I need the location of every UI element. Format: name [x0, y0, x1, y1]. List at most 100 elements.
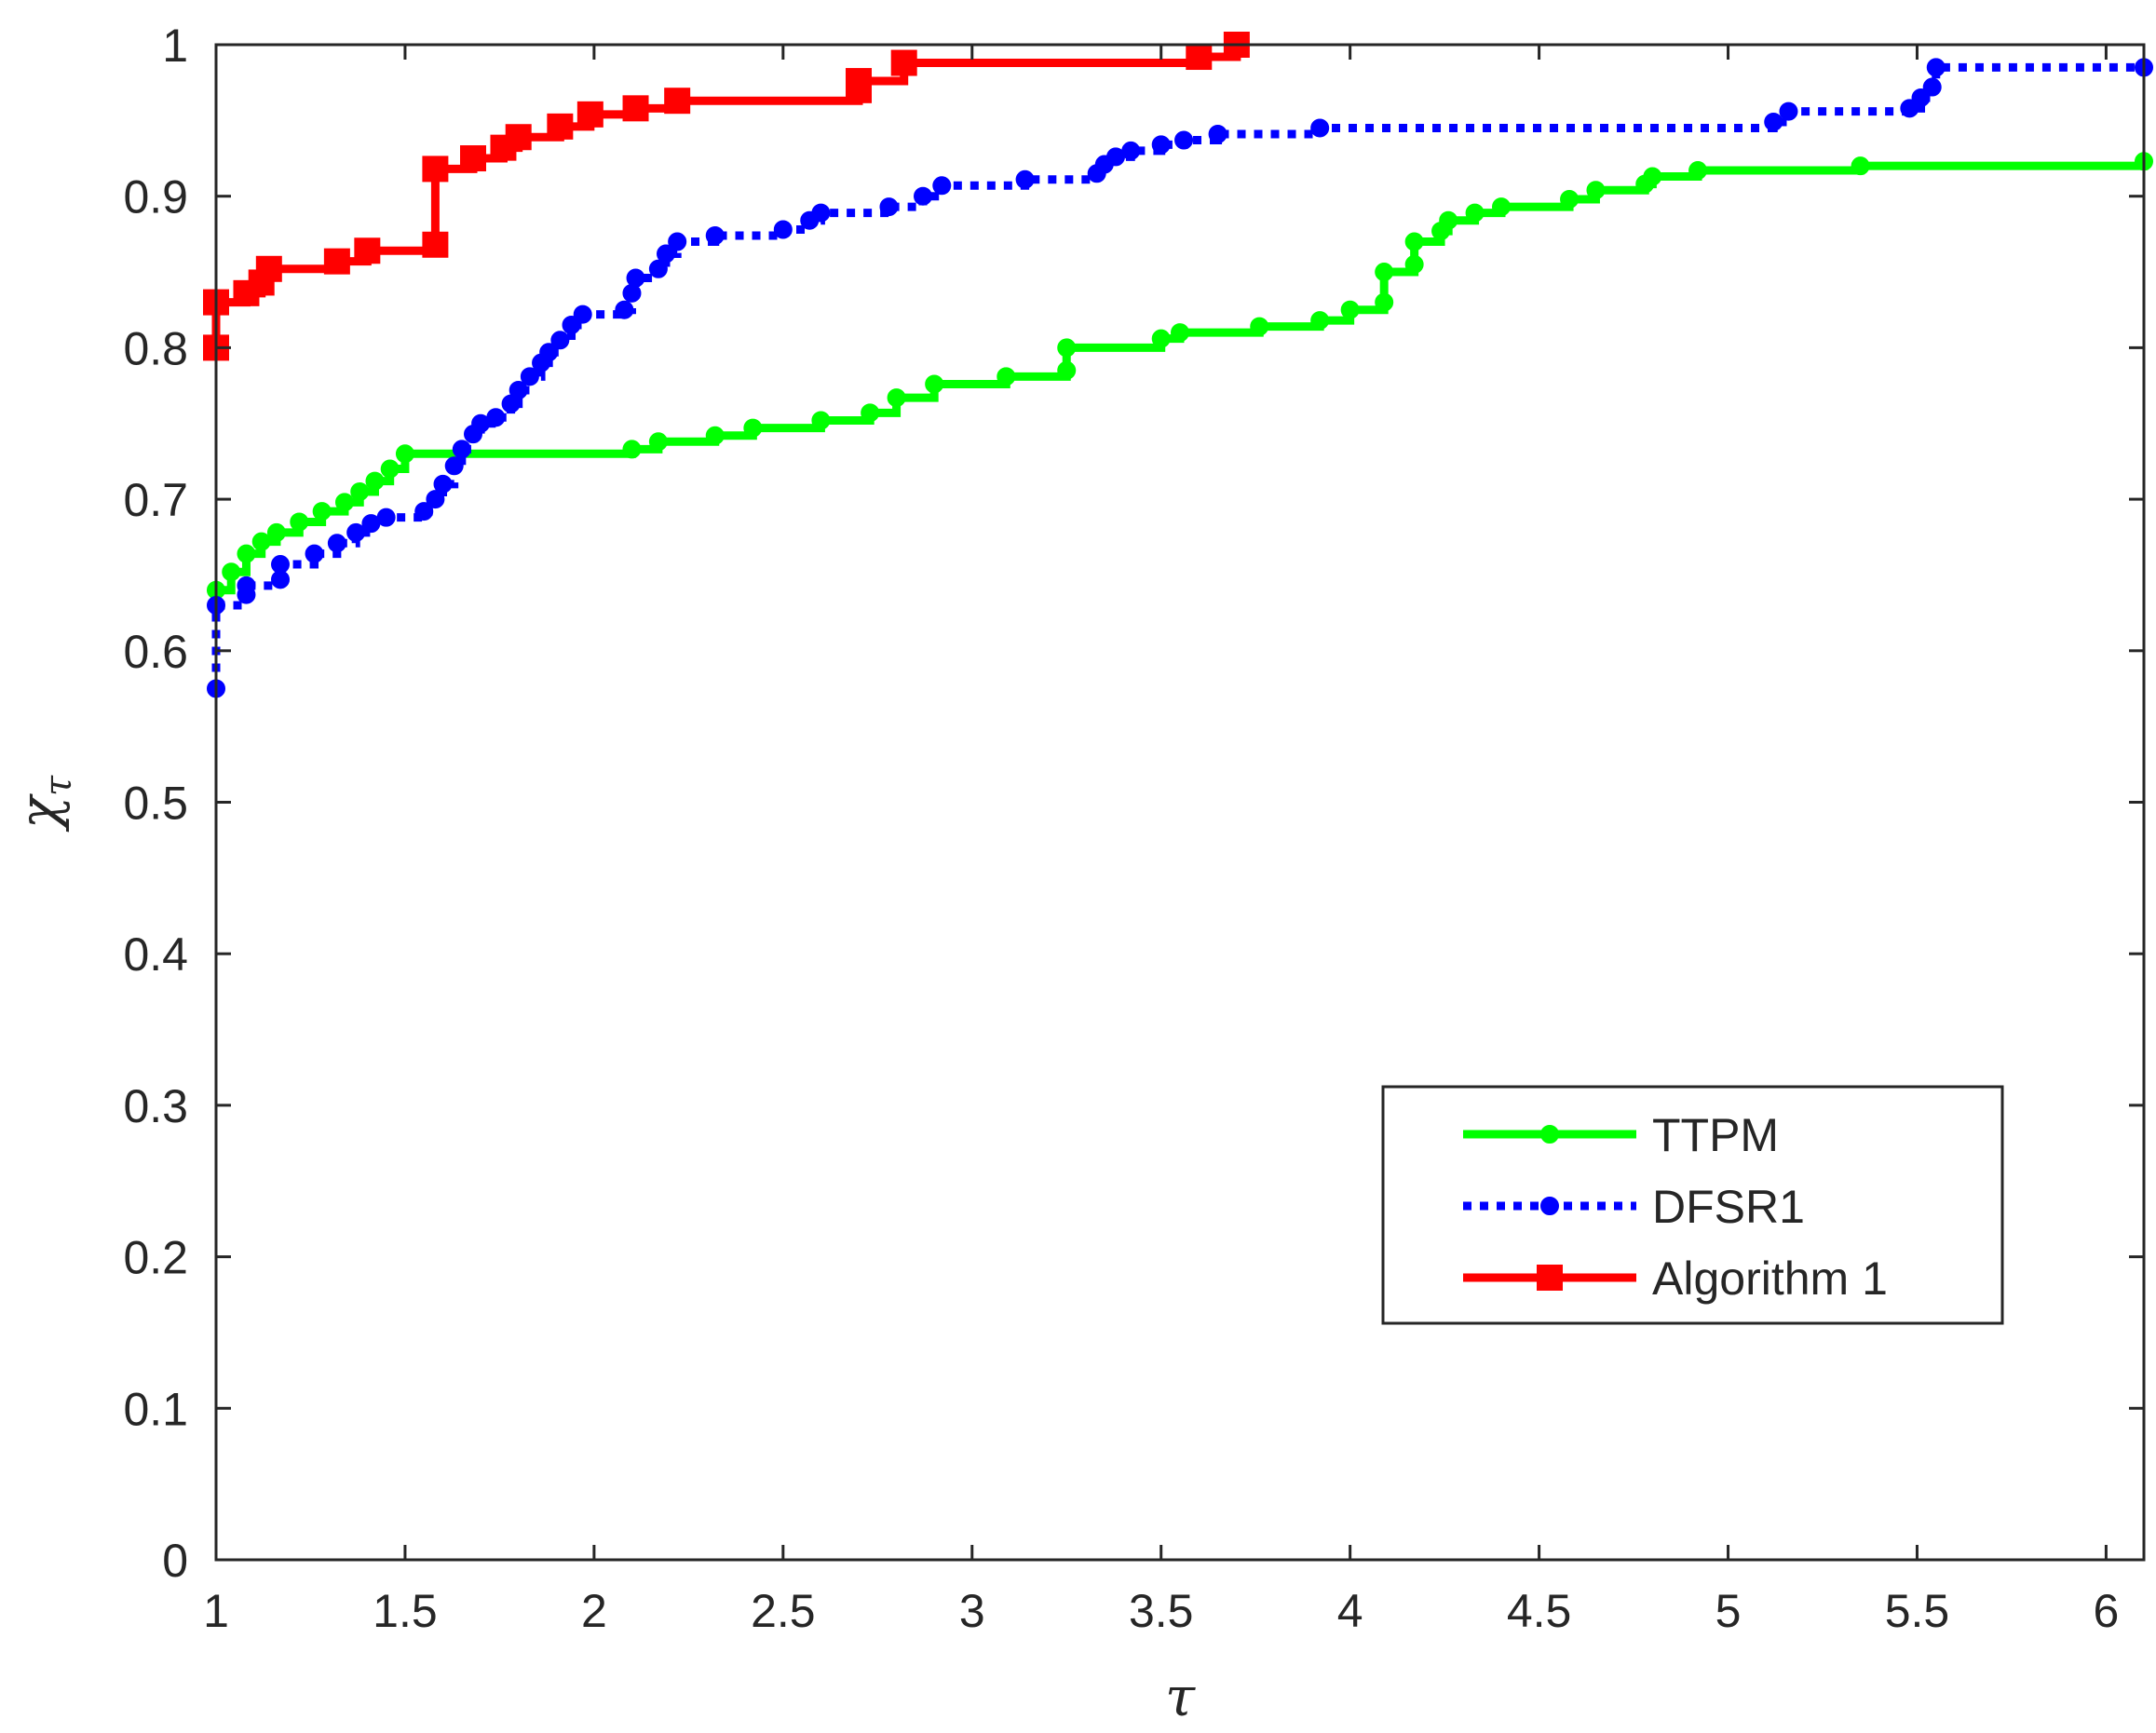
data-point: [305, 544, 324, 563]
data-point: [312, 502, 332, 521]
ticks-layer: 1 1.5 2 2.5 3 3.5 4 4.5 5 5.5 6 0 0.1 0.2 0.3 0.4 0.5 0.6…: [123, 20, 2144, 1637]
y-tick-label: 0.5: [123, 778, 188, 830]
legend-entry: TTPM: [1463, 1109, 1779, 1161]
data-point: [290, 512, 309, 532]
data-point: [1439, 210, 1458, 230]
data-point: [350, 481, 370, 501]
data-point: [520, 367, 539, 386]
data-point: [539, 343, 559, 362]
data-point: [1057, 338, 1077, 358]
x-tick-label: 5.5: [1885, 1585, 1950, 1637]
data-point: [1560, 189, 1580, 209]
legend-entry: DFSR1: [1463, 1181, 1805, 1233]
data-point: [255, 255, 282, 282]
data-point: [327, 534, 346, 553]
data-point: [1926, 58, 1946, 77]
data-point: [811, 411, 831, 430]
data-point: [422, 156, 449, 183]
y-tick-label: 0.7: [123, 474, 188, 526]
data-point: [444, 456, 464, 476]
series-algorithm-1: [203, 32, 1250, 361]
data-point: [365, 471, 385, 491]
data-point: [1310, 311, 1330, 331]
data-point: [914, 186, 932, 206]
data-point: [879, 197, 899, 217]
y-tick-label: 1: [162, 20, 188, 72]
data-point: [573, 305, 592, 324]
data-point: [508, 380, 528, 399]
data-point: [1151, 329, 1171, 348]
legend-swatch-marker: [1540, 1125, 1559, 1144]
y-tick-label: 0: [162, 1535, 188, 1587]
x-tick-label: 6: [2094, 1585, 2120, 1637]
data-point: [1310, 118, 1330, 138]
data-point: [1922, 77, 1942, 97]
x-tick-label: 4: [1337, 1585, 1363, 1637]
data-point: [1015, 169, 1035, 189]
data-point: [486, 408, 506, 427]
data-point: [1121, 141, 1141, 160]
data-point: [1404, 232, 1424, 251]
data-point: [1057, 360, 1077, 380]
data-point: [1779, 102, 1798, 121]
series-ttpm: [207, 152, 2153, 600]
data-point: [1643, 167, 1662, 186]
data-point: [251, 532, 271, 551]
x-tick-label: 3: [959, 1585, 985, 1637]
data-point: [414, 502, 434, 521]
x-tick-label: 1: [203, 1585, 229, 1637]
data-point: [323, 248, 350, 275]
data-point: [668, 232, 687, 251]
x-tick-label: 5: [1715, 1585, 1742, 1637]
data-point: [505, 124, 532, 151]
data-point: [846, 68, 872, 95]
data-point: [460, 145, 486, 172]
data-point: [237, 575, 256, 595]
legend-label: TTPM: [1652, 1109, 1779, 1161]
data-point: [271, 555, 290, 575]
data-point: [266, 522, 286, 542]
data-point: [562, 315, 581, 334]
data-point: [1208, 124, 1227, 143]
legend: TTPM DFSR1 Algorithm 1: [1381, 1085, 2004, 1325]
data-point: [1465, 203, 1485, 223]
data-point: [547, 113, 574, 140]
series-layer: [203, 32, 2153, 698]
data-point: [743, 418, 763, 438]
y-axis-label: χτ: [7, 775, 80, 833]
y-tick-label: 0.9: [123, 171, 188, 223]
data-point: [1250, 317, 1269, 336]
data-point: [1171, 323, 1189, 343]
series-line: [216, 161, 2149, 595]
legend-swatch-marker: [1540, 1197, 1559, 1215]
data-point: [395, 444, 414, 464]
data-point: [346, 522, 366, 542]
data-point: [1151, 135, 1171, 155]
data-point: [890, 49, 917, 76]
axes-layer: [214, 43, 2146, 1562]
legend-label: Algorithm 1: [1652, 1252, 1888, 1305]
y-tick-label: 0.1: [123, 1383, 188, 1435]
data-point: [433, 474, 453, 494]
x-tick-label: 3.5: [1129, 1585, 1194, 1637]
x-tick-label: 2.5: [751, 1585, 816, 1637]
data-point: [1586, 181, 1606, 200]
data-point: [615, 300, 634, 319]
data-point: [705, 226, 725, 246]
data-point: [237, 544, 256, 563]
data-point: [622, 440, 642, 459]
data-point: [335, 493, 354, 512]
data-point: [550, 331, 570, 350]
data-point: [576, 101, 603, 128]
x-tick-label: 2: [581, 1585, 607, 1637]
data-point: [773, 220, 793, 239]
y-tick-label: 0.3: [123, 1080, 188, 1132]
data-point: [997, 367, 1016, 386]
data-point: [622, 283, 642, 303]
data-point: [622, 95, 649, 122]
labels-layer: τ χτ: [7, 775, 1196, 1728]
data-point: [705, 426, 725, 445]
x-tick-label: 4.5: [1507, 1585, 1572, 1637]
data-point: [452, 440, 471, 459]
x-axis-label: τ: [1165, 1665, 1196, 1728]
